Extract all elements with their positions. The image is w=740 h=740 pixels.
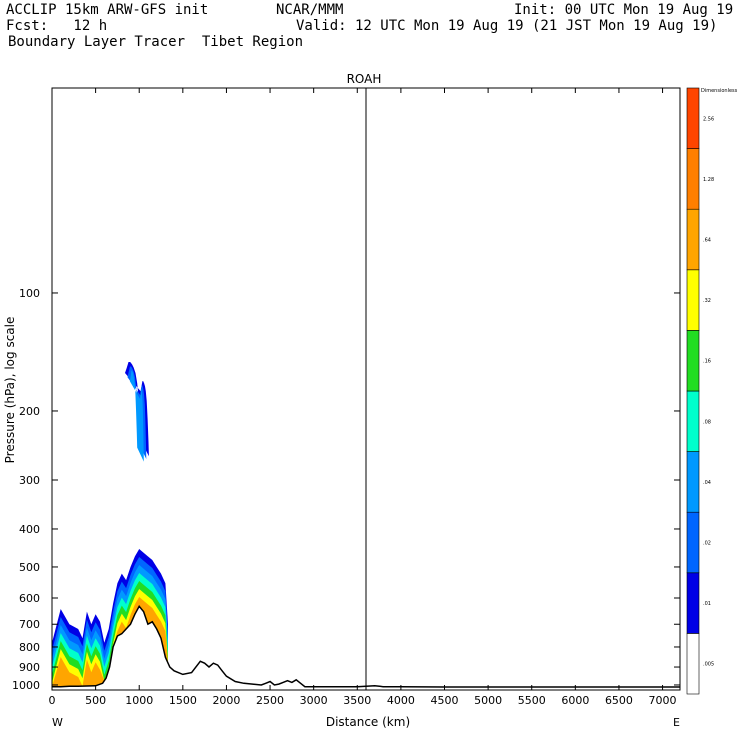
y-axis: 100 200 300 400 500 600 700 800 900 1000 [12, 287, 680, 692]
colorbar: .005 .01 .02 .04 .08 .16 .32 .64 1.28 2.56 Dimensi… [686, 87, 738, 695]
header-line2-right: Valid: 12 UTC Mon 19 Aug 19 (21 JST Mon … [296, 18, 718, 34]
x-tick-label: 3500 [343, 694, 371, 707]
x-tick-label: 7000 [649, 694, 677, 707]
header-line1-mid: NCAR/MMM [276, 2, 344, 18]
colorbar-units-label: Dimensionless [701, 88, 738, 94]
x-axis: 0 500 1000 1500 2000 2500 3000 3500 4000 4500 5000… [49, 88, 677, 707]
x-tick-label: 4500 [431, 694, 459, 707]
x-axis-label: Distance (km) [326, 715, 410, 729]
colorbar-level-label: .02 [703, 541, 711, 547]
x-tick-label: 3000 [300, 694, 328, 707]
terrain-line [52, 604, 680, 688]
x-tick-label: 1000 [125, 694, 153, 707]
x-tick-label: 2500 [256, 694, 284, 707]
colorbar-level-label: 1.28 [703, 177, 714, 183]
x-axis-east-label: E [673, 716, 680, 729]
header-line1-right: Init: 00 UTC Mon 19 Aug 19 [514, 2, 734, 18]
plot-area [52, 88, 680, 690]
x-tick-label: 1500 [169, 694, 197, 707]
colorbar-swatch [686, 633, 700, 695]
x-tick-label: 2000 [212, 694, 240, 707]
colorbar-swatch [686, 390, 700, 452]
colorbar-level-label: .32 [703, 298, 711, 304]
y-tick-label: 600 [19, 592, 40, 605]
y-tick-label: 500 [19, 561, 40, 574]
tracer-plume-upper-band [129, 370, 144, 462]
header-line1-left: ACCLIP 15km ARW-GFS init [6, 2, 209, 18]
y-tick-label: 400 [19, 523, 40, 536]
header-line2-left: Fcst: 12 h [6, 18, 108, 34]
y-tick-label: 700 [19, 618, 40, 631]
x-tick-label: 5000 [474, 694, 502, 707]
x-axis-west-label: W [52, 716, 63, 729]
y-axis-label: Pressure (hPa), log scale [3, 317, 17, 464]
colorbar-level-label: .04 [703, 480, 711, 486]
header-line3: Boundary Layer Tracer Tibet Region [8, 34, 304, 50]
colorbar-level-label: .01 [703, 601, 711, 607]
x-tick-label: 0 [49, 694, 56, 707]
colorbar-level-label: .005 [703, 662, 714, 668]
colorbar-swatch [686, 451, 700, 513]
colorbar-swatch [686, 330, 700, 392]
colorbar-level-label: .08 [703, 419, 711, 425]
colorbar-swatch [686, 208, 700, 271]
y-tick-label: 800 [19, 641, 40, 654]
plot-frame [51, 87, 681, 691]
y-tick-label: 900 [19, 661, 40, 674]
chart-title: ROAH [347, 72, 382, 86]
colorbar-level-label: .16 [703, 359, 711, 365]
y-tick-label: 100 [19, 287, 40, 300]
colorbar-level-label: .64 [703, 238, 711, 244]
colorbar-swatch [686, 148, 700, 210]
colorbar-swatch [686, 511, 700, 574]
colorbar-level-label: 2.56 [703, 116, 714, 122]
x-tick-label: 4000 [387, 694, 415, 707]
colorbar-swatch [686, 87, 700, 149]
colorbar-swatch [686, 269, 700, 331]
x-tick-label: 5500 [518, 694, 546, 707]
colorbar-swatch [686, 572, 700, 634]
x-tick-label: 6000 [561, 694, 589, 707]
y-tick-label: 200 [19, 405, 40, 418]
y-tick-label: 1000 [12, 679, 40, 692]
y-tick-label: 300 [19, 474, 40, 487]
x-tick-label: 6500 [605, 694, 633, 707]
x-tick-label: 500 [85, 694, 106, 707]
tracer-plume-lower-band [52, 597, 168, 687]
